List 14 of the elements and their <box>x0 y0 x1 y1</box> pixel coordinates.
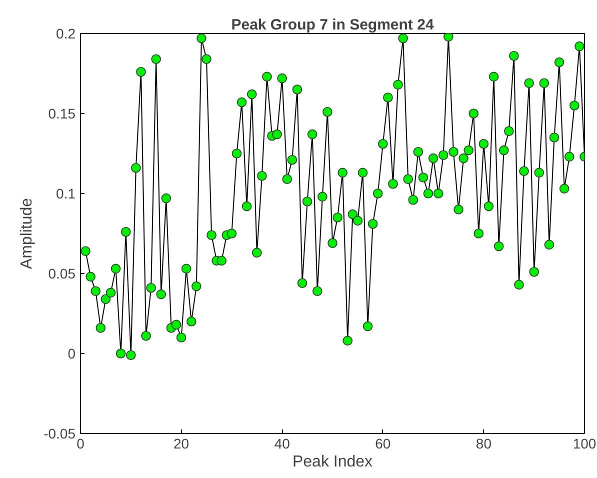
y-tick-label: 0.05 <box>48 266 76 282</box>
x-tick-label: 40 <box>274 436 290 452</box>
y-tick-label: -0.05 <box>44 426 76 442</box>
y-tick-label: 0.1 <box>56 186 76 202</box>
x-axis-title: Peak Index <box>292 454 373 470</box>
y-tick-label: 0.15 <box>48 106 76 122</box>
x-tick-label: 100 <box>572 436 596 452</box>
y-tick-label: 0 <box>68 346 76 362</box>
x-tick-label: 80 <box>476 436 492 452</box>
x-tick-label: 20 <box>174 436 190 452</box>
chart-title: Peak Group 7 in Segment 24 <box>231 16 434 34</box>
y-axis-title: Amplitude <box>18 198 36 270</box>
x-tick-label: 60 <box>375 436 391 452</box>
y-tick-label: 0.2 <box>56 26 76 42</box>
